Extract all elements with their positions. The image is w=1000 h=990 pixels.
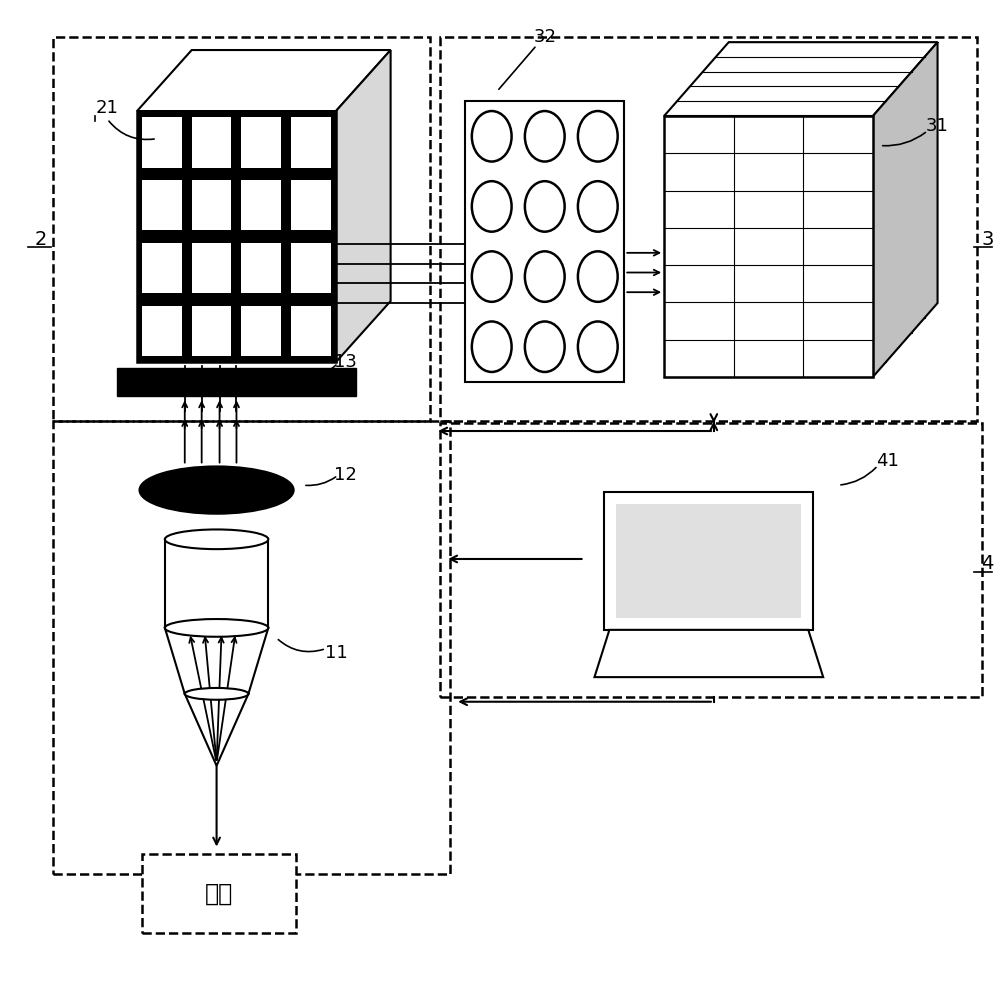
Polygon shape — [165, 540, 268, 628]
Text: 31: 31 — [926, 117, 949, 135]
Text: 41: 41 — [876, 451, 899, 469]
Text: 12: 12 — [334, 466, 357, 484]
Polygon shape — [291, 306, 331, 355]
Ellipse shape — [165, 619, 268, 637]
Polygon shape — [185, 694, 248, 765]
Polygon shape — [192, 180, 231, 231]
Polygon shape — [690, 86, 899, 347]
Text: 样本: 样本 — [205, 882, 233, 906]
Polygon shape — [336, 50, 391, 362]
Polygon shape — [616, 504, 801, 618]
Polygon shape — [142, 180, 182, 231]
Polygon shape — [677, 101, 886, 362]
Ellipse shape — [185, 688, 248, 700]
Ellipse shape — [165, 530, 268, 549]
Polygon shape — [873, 43, 938, 377]
Polygon shape — [664, 43, 938, 116]
Polygon shape — [465, 101, 624, 382]
Polygon shape — [142, 118, 182, 167]
Polygon shape — [664, 116, 873, 377]
Polygon shape — [241, 180, 281, 231]
Polygon shape — [241, 243, 281, 293]
Polygon shape — [142, 854, 296, 934]
Text: 2: 2 — [34, 230, 47, 248]
Polygon shape — [137, 50, 391, 111]
Polygon shape — [241, 118, 281, 167]
Polygon shape — [703, 71, 912, 333]
Polygon shape — [241, 306, 281, 355]
Polygon shape — [594, 630, 823, 677]
Polygon shape — [192, 243, 231, 293]
Text: 4: 4 — [981, 554, 993, 573]
Polygon shape — [142, 243, 182, 293]
Polygon shape — [165, 628, 268, 694]
Polygon shape — [716, 56, 925, 318]
Polygon shape — [291, 243, 331, 293]
Polygon shape — [137, 111, 336, 362]
Text: 32: 32 — [533, 29, 556, 47]
Polygon shape — [192, 306, 231, 355]
Ellipse shape — [140, 466, 294, 514]
Text: 13: 13 — [334, 353, 357, 371]
Polygon shape — [291, 118, 331, 167]
Polygon shape — [142, 306, 182, 355]
Text: 11: 11 — [325, 644, 347, 661]
Polygon shape — [192, 118, 231, 167]
Text: 21: 21 — [96, 99, 119, 117]
Polygon shape — [117, 368, 356, 396]
Text: 3: 3 — [981, 230, 993, 248]
Polygon shape — [604, 492, 813, 630]
Polygon shape — [291, 180, 331, 231]
